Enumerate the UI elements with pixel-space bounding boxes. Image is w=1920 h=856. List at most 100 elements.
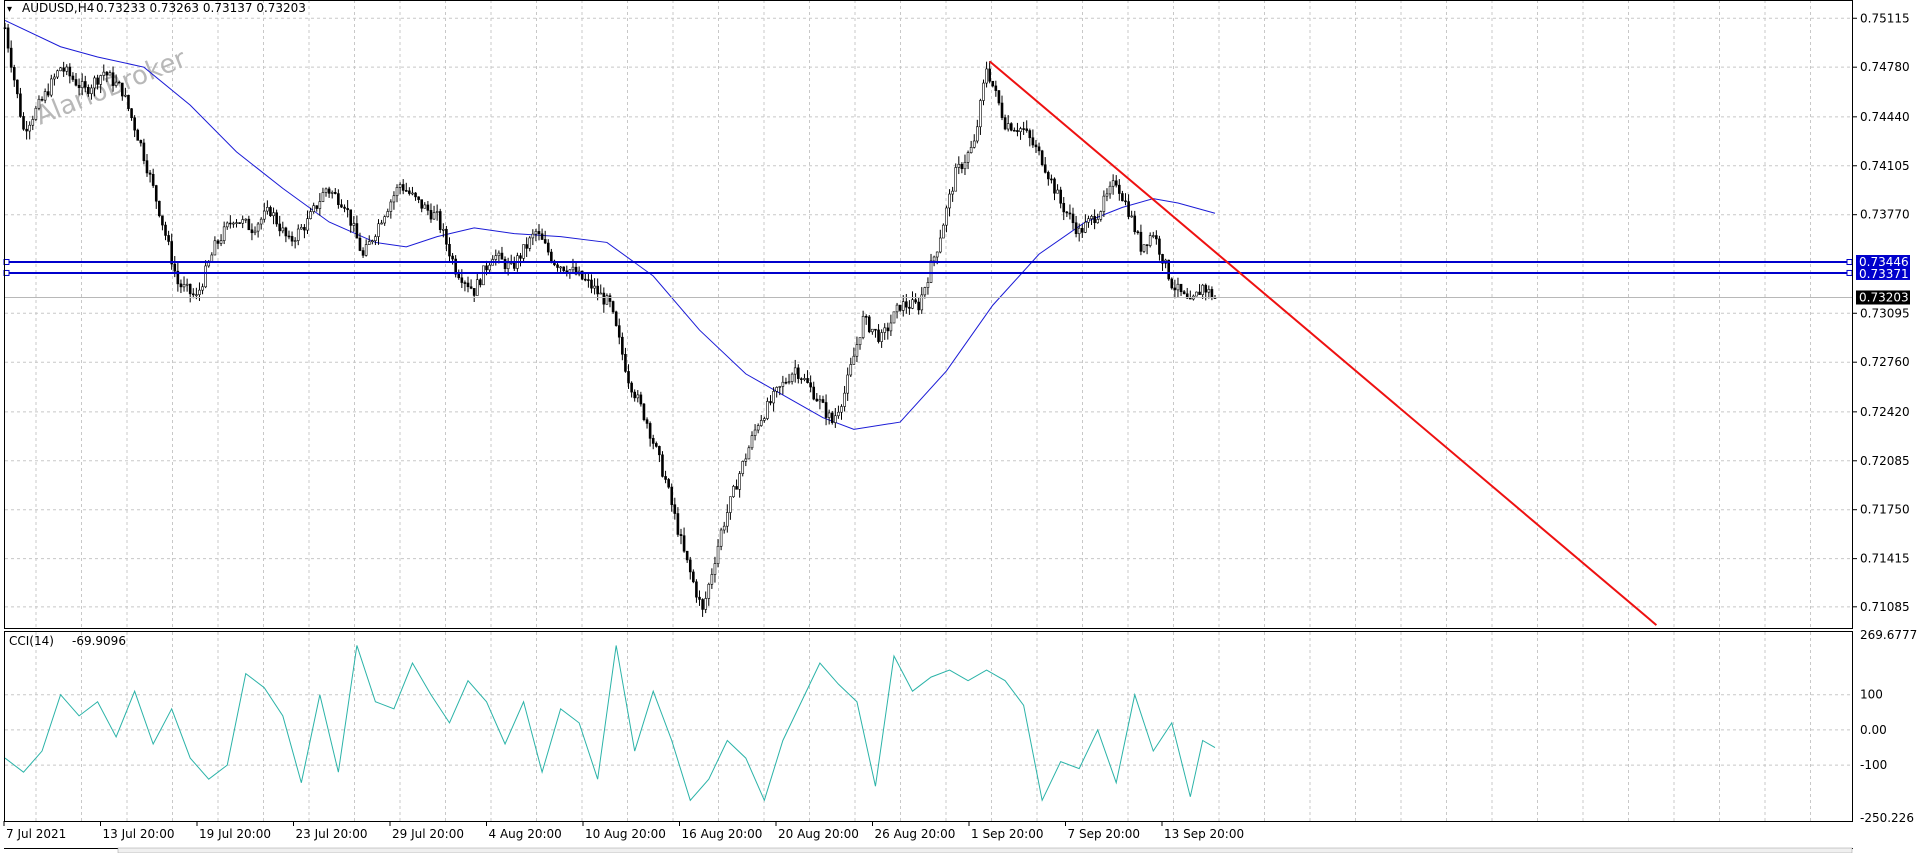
price-tick-label: 0.75115 bbox=[1860, 11, 1910, 25]
candle-body bbox=[911, 299, 914, 309]
candle-body bbox=[781, 381, 785, 387]
candle-body bbox=[28, 124, 31, 132]
candle-body bbox=[309, 211, 312, 219]
candle-body bbox=[262, 210, 266, 220]
candle-body bbox=[269, 207, 272, 217]
candle-body bbox=[1031, 137, 1035, 146]
candle-body bbox=[1043, 164, 1047, 173]
candle-body bbox=[454, 258, 457, 275]
candle-body bbox=[238, 222, 241, 224]
candle-body bbox=[300, 227, 303, 230]
candle-body bbox=[374, 236, 377, 241]
candle-body bbox=[256, 223, 260, 232]
candle-body bbox=[756, 425, 760, 431]
candle-body bbox=[401, 184, 405, 191]
candle-body bbox=[182, 284, 186, 288]
candle-body bbox=[485, 265, 488, 271]
candle-body bbox=[1176, 283, 1180, 291]
candle-body bbox=[287, 235, 291, 238]
candle-body bbox=[849, 364, 853, 376]
candle-body bbox=[438, 211, 442, 230]
candle-body bbox=[957, 163, 961, 168]
candle-body bbox=[793, 367, 797, 375]
candle-body bbox=[1022, 128, 1025, 130]
cci-tick-label: 269.6777 bbox=[1860, 628, 1917, 642]
candle-body bbox=[972, 140, 976, 148]
candle-body bbox=[753, 429, 757, 436]
candle-body bbox=[1003, 117, 1007, 130]
candle-body bbox=[469, 286, 473, 289]
candle-body bbox=[1148, 235, 1152, 246]
candle-body bbox=[1111, 180, 1115, 187]
candle-body bbox=[389, 201, 393, 212]
candle-body bbox=[821, 399, 825, 403]
candle-body bbox=[935, 251, 939, 258]
candle-body bbox=[528, 237, 532, 249]
candle-body bbox=[886, 327, 890, 332]
candle-body bbox=[275, 212, 278, 225]
candle-body bbox=[1096, 219, 1100, 224]
candle-body bbox=[333, 192, 337, 194]
candle-body bbox=[161, 215, 164, 226]
candle-body bbox=[546, 242, 550, 253]
candle-body bbox=[96, 77, 99, 85]
candle-body bbox=[1195, 291, 1198, 297]
hline-handle[interactable] bbox=[1846, 259, 1853, 266]
hline-handle[interactable] bbox=[1846, 269, 1853, 276]
candle-body bbox=[763, 418, 766, 421]
candle-body bbox=[1161, 254, 1164, 264]
candle-body bbox=[735, 486, 738, 490]
candle-body bbox=[676, 513, 680, 535]
candle-body bbox=[1151, 235, 1155, 237]
candle-body bbox=[908, 306, 911, 309]
candle-body bbox=[954, 167, 958, 192]
candle-body bbox=[170, 241, 173, 265]
time-scroll-strip[interactable] bbox=[117, 847, 1853, 854]
candle-body bbox=[590, 279, 593, 289]
candle-body bbox=[605, 295, 609, 305]
candle-body bbox=[796, 367, 800, 379]
candle-body bbox=[1019, 128, 1022, 132]
cci-name-label: CCI(14) bbox=[9, 634, 54, 648]
candle-body bbox=[62, 67, 65, 72]
candle-body bbox=[651, 438, 655, 444]
candle-body bbox=[19, 93, 22, 117]
candle-body bbox=[747, 447, 751, 460]
candle-body bbox=[349, 209, 353, 226]
candle-body bbox=[213, 240, 217, 256]
candle-body bbox=[497, 252, 501, 257]
candle-body bbox=[710, 574, 714, 585]
candle-body bbox=[670, 486, 674, 506]
candle-body bbox=[327, 188, 331, 194]
candle-body bbox=[608, 295, 612, 302]
current-price-box bbox=[1856, 290, 1910, 305]
candle-body bbox=[321, 192, 325, 202]
candle-body bbox=[633, 391, 636, 399]
candle-body bbox=[1016, 130, 1019, 132]
candle-body bbox=[966, 152, 970, 163]
candle-body bbox=[80, 81, 84, 89]
candle-body bbox=[580, 270, 584, 280]
candle-body bbox=[679, 534, 683, 536]
candle-body bbox=[120, 82, 124, 97]
candle-body bbox=[312, 205, 315, 212]
trendline[interactable] bbox=[989, 60, 1658, 626]
hline-price-box bbox=[1856, 255, 1910, 280]
candle-body bbox=[1179, 283, 1183, 293]
candle-body bbox=[639, 394, 643, 405]
candle-body bbox=[364, 244, 368, 256]
candle-body bbox=[969, 147, 973, 153]
candle-body bbox=[136, 129, 140, 141]
candle-body bbox=[1056, 189, 1059, 194]
candle-body bbox=[655, 443, 658, 447]
price-tick-label: 0.71750 bbox=[1860, 503, 1910, 517]
candle-body bbox=[337, 193, 340, 206]
candle-body bbox=[204, 265, 207, 288]
candle-body bbox=[685, 550, 689, 561]
candle-body bbox=[926, 282, 930, 288]
trendline-layer[interactable] bbox=[989, 60, 1658, 626]
candle-body bbox=[574, 266, 578, 275]
